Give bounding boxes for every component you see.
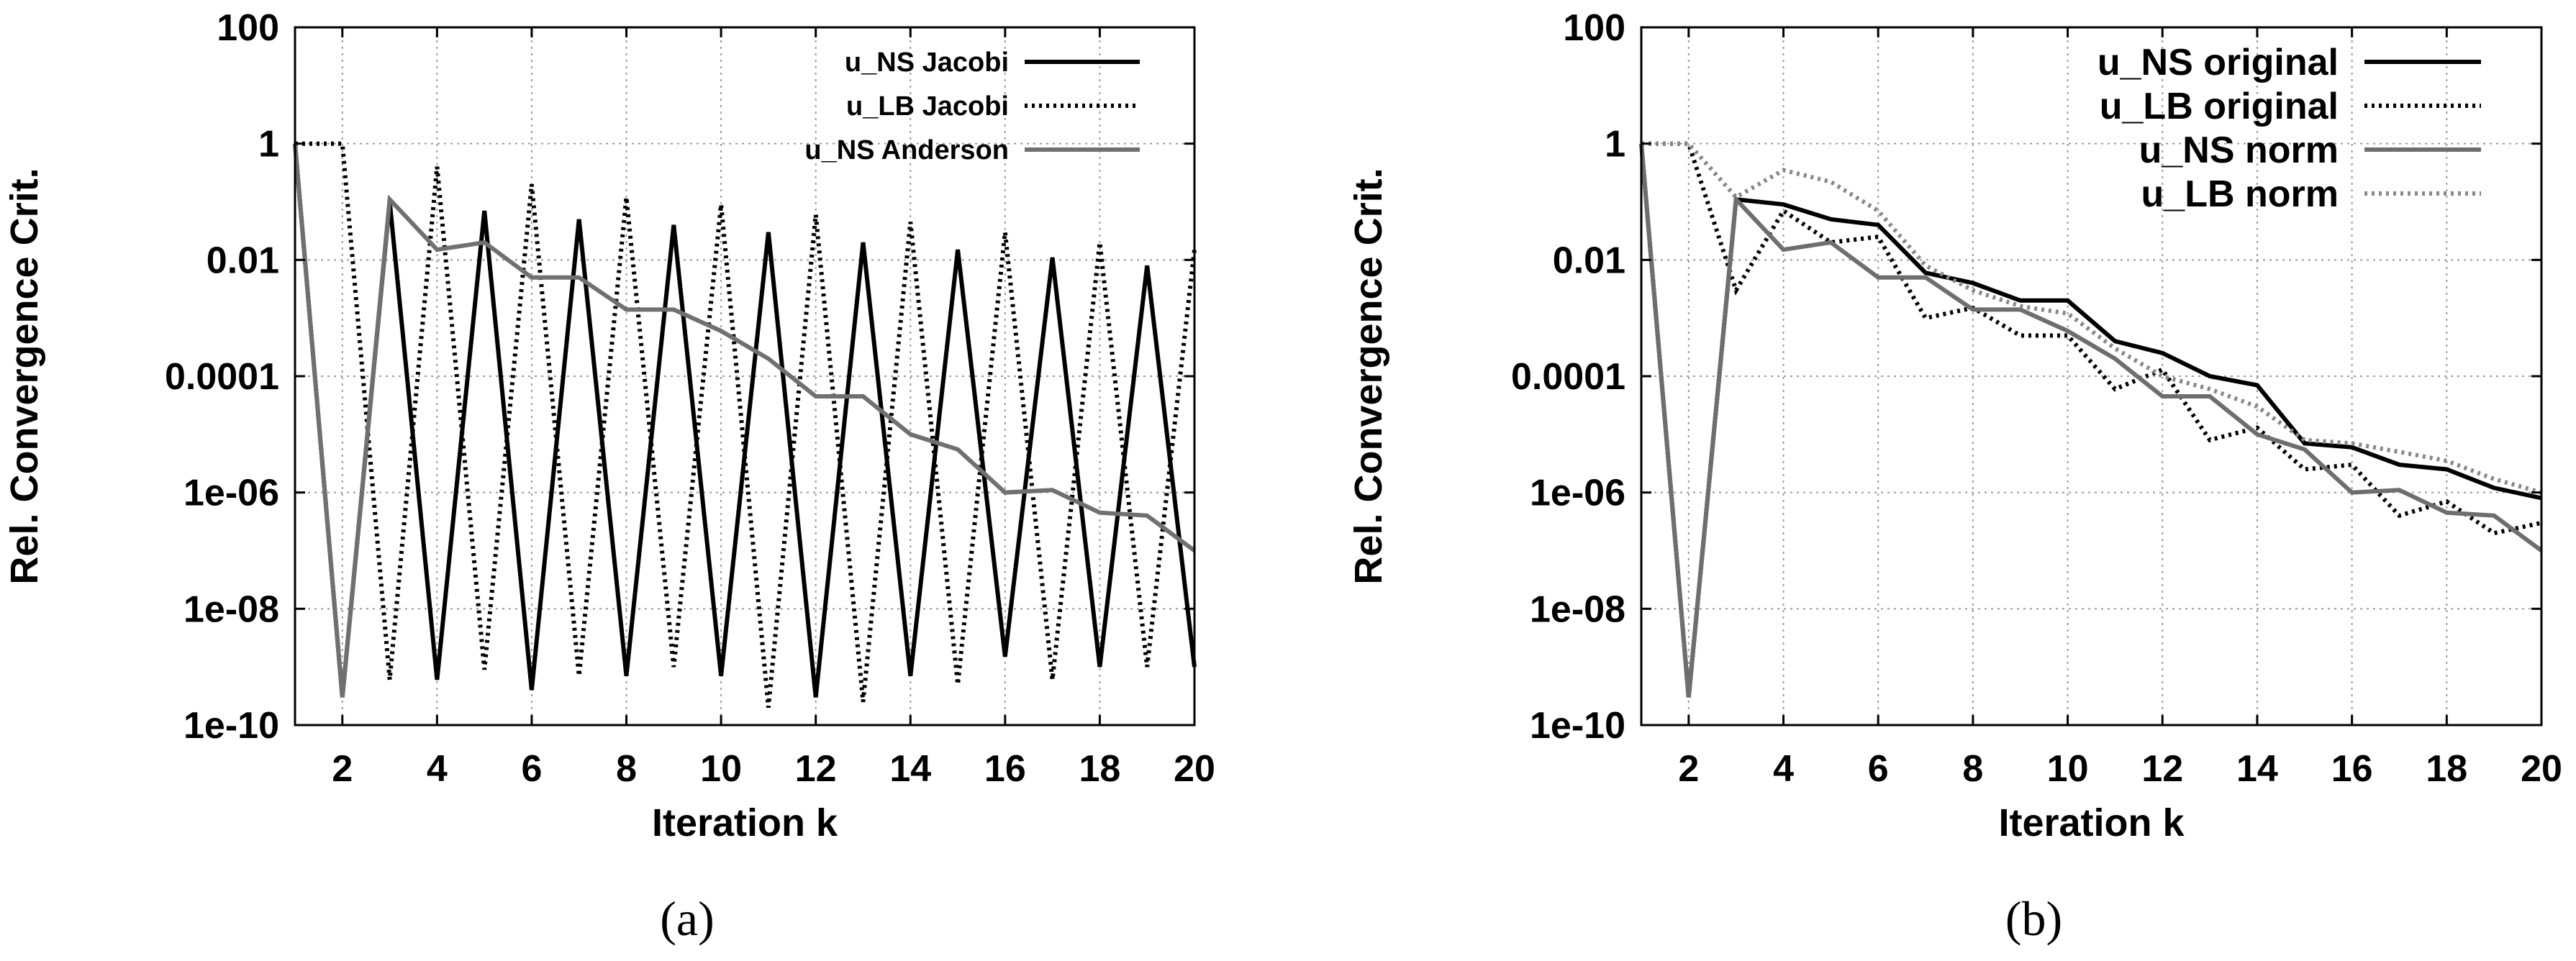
panel-b-y-tick-label: 100 — [1563, 7, 1625, 49]
panel-b-series-u-lb-original — [1641, 141, 2542, 536]
panel-b-x-tick-label: 2 — [1678, 748, 1699, 790]
panel-b-x-tick-label: 14 — [2236, 748, 2278, 790]
panel-a-legend-label: u_LB Jacobi — [846, 91, 1009, 122]
panel-b-x-tick-label: 10 — [2047, 748, 2089, 790]
panel-b-legend-label: u_LB norm — [2141, 173, 2339, 215]
panel-b-y-tick-label: 1e-08 — [1530, 588, 1625, 630]
panel-b-x-tick-label: 8 — [1962, 748, 1983, 790]
panel-a-x-tick-label: 4 — [427, 748, 448, 790]
panel-b-legend-label: u_LB original — [2100, 86, 2339, 127]
panel-b-grid — [1641, 27, 2541, 725]
panel-b-x-tick-label: 4 — [1773, 748, 1794, 790]
panel-b-x-axis-label: Iteration k — [1998, 801, 2185, 844]
panel-a-y-axis-label: Rel. Convergence Crit. — [3, 168, 46, 584]
panel-b-legend-label: u_NS original — [2097, 42, 2339, 83]
panel-a-x-tick-label: 14 — [889, 748, 931, 790]
panel-a-x-tick-label: 2 — [332, 748, 353, 790]
panel-b-series-u-lb-norm — [1641, 141, 2542, 495]
panel-a-legend-label: u_NS Jacobi — [845, 47, 1009, 78]
panel-a-y-tick-label: 1 — [258, 124, 279, 165]
panel-a-y-tick-label: 1e-06 — [183, 473, 279, 514]
panel-a-y-tick-label: 0.01 — [207, 240, 279, 281]
panel-b-x-tick-label: 16 — [2331, 748, 2373, 790]
panel-b-x-tick-label: 18 — [2426, 748, 2467, 790]
panel-b-series-u-ns-norm — [1639, 143, 2543, 698]
panel-a-series-u-ns-jacobi — [293, 143, 1197, 698]
panel-a-x-tick-label: 18 — [1079, 748, 1120, 790]
panel-a-series-u-ns-anderson — [293, 143, 1196, 698]
chart-panel-b: 2 4 6 8 10 12 14 16 18 20 100 1 0.01 0.0001 1e-06 1e-08… — [1347, 7, 2562, 946]
panel-a-x-tick-label: 12 — [795, 748, 837, 790]
panel-b-x-tick-label: 6 — [1868, 748, 1889, 790]
panel-b-caption: (b) — [2005, 891, 2062, 946]
panel-a-x-axis-label: Iteration k — [652, 801, 838, 844]
panel-b-y-tick-label: 1 — [1605, 124, 1625, 165]
panel-b-y-tick-label: 1e-10 — [1530, 705, 1625, 747]
panel-b-series-u-ns-original — [1639, 143, 2542, 698]
panel-a-x-tick-label: 8 — [616, 748, 637, 790]
panel-a-x-tick-label: 20 — [1174, 748, 1215, 790]
panel-b-y-axis-label: Rel. Convergence Crit. — [1347, 168, 1390, 584]
panel-b-legend-label: u_NS norm — [2139, 129, 2339, 171]
panel-a-y-tick-label: 1e-10 — [183, 705, 279, 747]
panel-a-series-u-lb-jacobi — [295, 141, 1197, 708]
panel-b-y-tick-label: 1e-06 — [1530, 473, 1625, 514]
panel-a-x-tick-label: 6 — [521, 748, 542, 790]
panel-a-legend-label: u_NS Anderson — [804, 135, 1009, 165]
panel-b-y-tick-label: 0.01 — [1553, 240, 1625, 281]
panel-a-x-tick-label: 10 — [700, 748, 742, 790]
panel-a-y-tick-label: 0.0001 — [165, 356, 279, 398]
panel-a-y-tick-label: 1e-08 — [183, 588, 279, 630]
panel-a-y-tick-label: 100 — [217, 7, 279, 49]
panel-b-x-tick-label: 20 — [2521, 748, 2562, 790]
panel-a-caption: (a) — [660, 891, 714, 946]
panel-b-y-tick-label: 0.0001 — [1511, 356, 1625, 398]
panel-b-x-tick-label: 12 — [2141, 748, 2183, 790]
panel-a-legend: u_NS Jacobi u_LB Jacobi u_NS Anderson — [804, 47, 1140, 165]
chart-panel-a: 2 4 6 8 10 12 14 16 18 20 100 1 0.01 0.0001 1e-06 1e-08… — [3, 7, 1215, 946]
panel-a-x-tick-label: 16 — [984, 748, 1026, 790]
